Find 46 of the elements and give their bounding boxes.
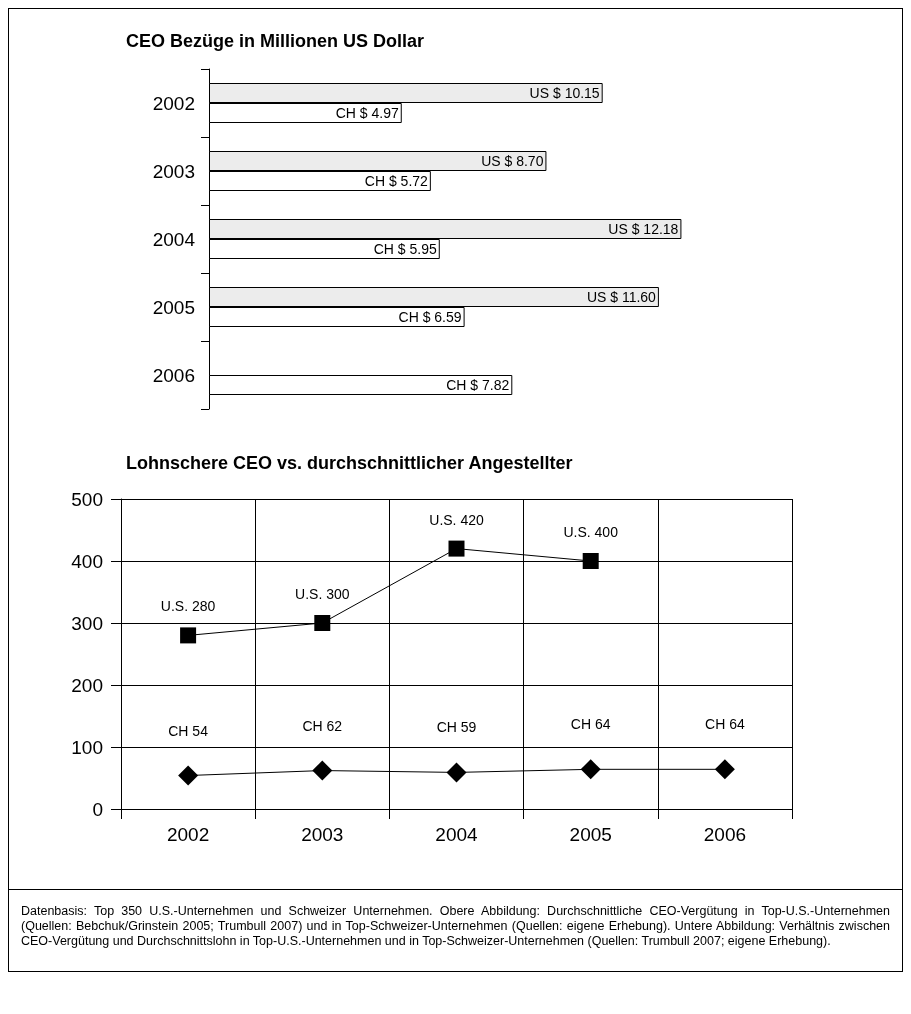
y-tick-label: 300 bbox=[71, 612, 103, 634]
data-label: US $ 10.15 bbox=[529, 85, 600, 101]
data-label: CH $ 7.82 bbox=[446, 377, 510, 393]
point bbox=[180, 627, 197, 644]
point bbox=[446, 762, 467, 783]
y-tick-label: 400 bbox=[71, 550, 103, 572]
point bbox=[582, 553, 599, 569]
y-tick-label: 0 bbox=[92, 798, 103, 820]
point bbox=[580, 759, 601, 780]
data-label: CH $ 5.72 bbox=[364, 173, 429, 189]
data-label: CH $ 4.97 bbox=[335, 105, 399, 121]
x-tick-label: 2006 bbox=[703, 824, 747, 845]
x-tick-label: 2003 bbox=[301, 824, 344, 845]
data-label: U.S. 300 bbox=[295, 586, 350, 602]
y-tick-label: 200 bbox=[71, 674, 103, 696]
data-label: U.S. 420 bbox=[429, 511, 484, 528]
data-label: US $ 11.60 bbox=[586, 289, 657, 305]
data-label: CH 64 bbox=[570, 716, 611, 733]
data-label: CH 64 bbox=[705, 716, 745, 733]
y-tick-label: 2005 bbox=[152, 296, 195, 318]
point bbox=[714, 759, 735, 780]
data-label: CH $ 6.59 bbox=[398, 309, 462, 325]
data-label: CH $ 5.95 bbox=[373, 241, 437, 257]
point bbox=[448, 540, 465, 557]
point bbox=[314, 615, 331, 631]
y-tick-label: 2002 bbox=[152, 92, 195, 114]
y-tick-label: 2004 bbox=[152, 228, 196, 250]
data-label: CH 59 bbox=[436, 719, 477, 736]
chart-title: CEO Bezüge in Millionen US Dollar bbox=[126, 31, 425, 51]
y-tick-label: 100 bbox=[71, 736, 103, 758]
data-label: US $ 8.70 bbox=[481, 153, 544, 169]
data-label: US $ 12.18 bbox=[608, 221, 679, 237]
data-label: U.S. 400 bbox=[563, 524, 619, 540]
x-tick-label: 2002 bbox=[166, 824, 210, 845]
point bbox=[312, 760, 333, 781]
y-tick-label: 2003 bbox=[152, 160, 195, 182]
data-label: CH 54 bbox=[168, 722, 209, 739]
x-tick-label: 2004 bbox=[435, 824, 479, 845]
text: Datenbasis: Top 350 U.S.-Unternehmen und Schweizer Unternehmen. Obere Abbildung: Durchschnittliche CEO-Vergütung in Top-U.S.-Unternehmen (Quellen: Bebchuk/Grinstein 2005; Trumbull 2007) und in Top-Schweizer-Unternehmen (Quellen: eigene Erhebung). Untere Abbildung: Verhältnis zwischen CEO-Vergütung und Durchschnittslohn in Top-U.S.-Unternehmen und in Top-Schweizer-Unternehmen (Quellen: Trumbull 2007; eigene Erhebung). bbox=[21, 904, 890, 949]
point bbox=[178, 765, 199, 786]
y-tick-label: 2006 bbox=[152, 364, 195, 386]
y-tick-label: 500 bbox=[71, 488, 103, 510]
x-tick-label: 2005 bbox=[569, 824, 612, 845]
data-label: U.S. 280 bbox=[160, 598, 216, 615]
chart-title: Lohnschere CEO vs. durchschnittlicher Angestellter bbox=[126, 453, 573, 473]
data-label: CH 62 bbox=[302, 717, 343, 734]
